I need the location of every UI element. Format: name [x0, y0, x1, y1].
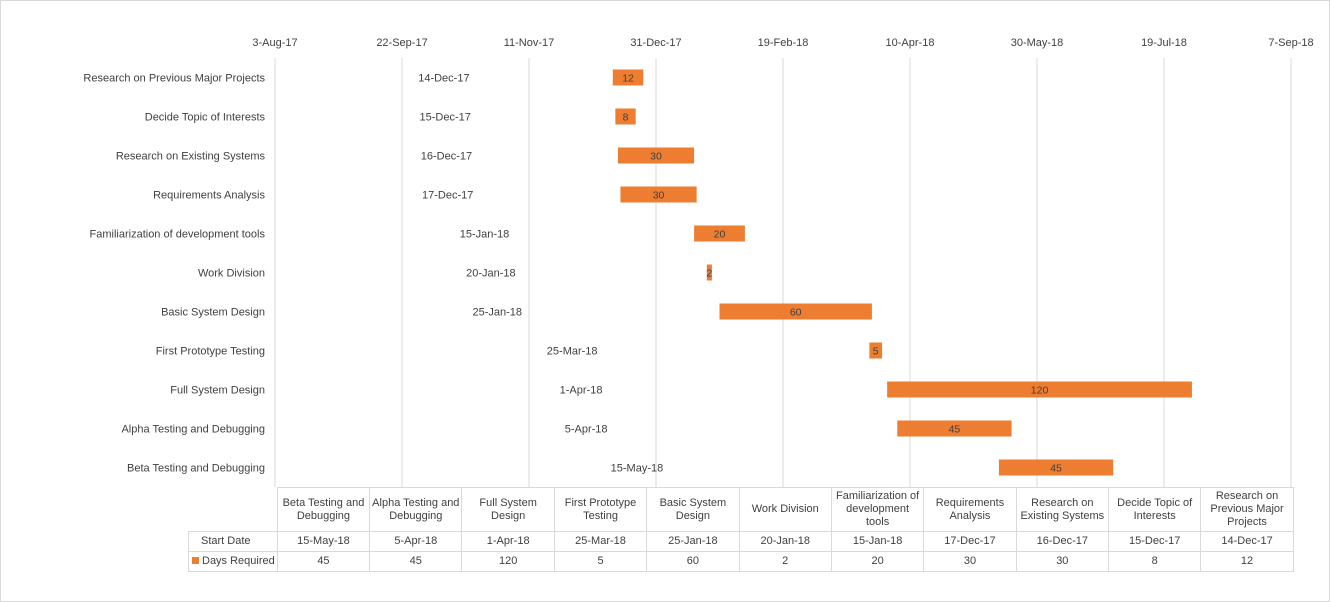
- category-label: Decide Topic of Interests: [145, 112, 266, 124]
- table-cell: 120: [461, 551, 555, 572]
- category-label: Basic System Design: [161, 307, 265, 319]
- table-cell: 45: [369, 551, 463, 572]
- duration-label: 12: [622, 73, 634, 85]
- table-cell: 20: [830, 551, 925, 572]
- table-column-header: Familiarization of development tools: [830, 487, 925, 532]
- x-tick-label: 19-Feb-18: [758, 37, 809, 49]
- start-date-label: 15-Dec-17: [420, 112, 471, 124]
- table-column-header: Basic System Design: [646, 487, 740, 532]
- start-date-label: 5-Apr-18: [565, 424, 608, 436]
- table-cell: 5-Apr-18: [369, 531, 463, 552]
- category-label: Alpha Testing and Debugging: [121, 424, 265, 436]
- table-cell: 14-Dec-17: [1200, 531, 1294, 552]
- category-label: Full System Design: [170, 385, 265, 397]
- table-row-header: Start Date: [188, 531, 278, 552]
- x-tick-label: 7-Sep-18: [1268, 37, 1313, 49]
- table-column-header: Alpha Testing and Debugging: [369, 487, 463, 532]
- category-label: Research on Existing Systems: [116, 151, 266, 163]
- category-label: Research on Previous Major Projects: [83, 73, 265, 85]
- duration-bar: [706, 264, 712, 281]
- start-date-label: 15-Jan-18: [460, 229, 510, 241]
- duration-label: 120: [1031, 385, 1049, 397]
- table-cell: 60: [646, 551, 740, 572]
- table-column-header: Beta Testing and Debugging: [276, 487, 371, 532]
- x-tick-label: 31-Dec-17: [630, 37, 681, 49]
- table-cell: 1-Apr-18: [461, 531, 555, 552]
- category-label: Beta Testing and Debugging: [127, 463, 265, 475]
- duration-bar: [694, 225, 745, 242]
- x-tick-label: 10-Apr-18: [886, 37, 935, 49]
- table-cell: 5: [553, 551, 648, 572]
- table-cell: 16-Dec-17: [1015, 531, 1110, 552]
- duration-label: 30: [650, 151, 662, 163]
- duration-label: 30: [653, 190, 665, 202]
- table-cell: 45: [276, 551, 371, 572]
- table-cell: 25-Mar-18: [553, 531, 648, 552]
- category-label: Requirements Analysis: [153, 190, 265, 202]
- duration-bar: [617, 147, 695, 164]
- duration-bar: [998, 459, 1114, 476]
- table-corner: [189, 488, 278, 532]
- x-tick-label: 11-Nov-17: [504, 37, 555, 49]
- table-cell: 2: [738, 551, 832, 572]
- table-cell: 15-May-18: [276, 531, 371, 552]
- table-cell: 17-Dec-17: [923, 531, 1017, 552]
- legend-key-icon: [192, 556, 199, 564]
- table-column-header: Research on Existing Systems: [1015, 487, 1110, 532]
- start-date-label: 17-Dec-17: [422, 190, 473, 202]
- category-label: Familiarization of development tools: [90, 229, 266, 241]
- table-column-header: Requirements Analysis: [923, 487, 1017, 532]
- table-cell: 15-Dec-17: [1107, 531, 1202, 552]
- table-cell: 25-Jan-18: [646, 531, 740, 552]
- chart-data-table: Beta Testing and Debugging Alpha Testing …: [188, 487, 1294, 572]
- table-column-header: Full System Design: [461, 487, 555, 532]
- table-cell: 12: [1200, 551, 1294, 572]
- category-label: Work Division: [198, 268, 265, 280]
- table-column-header: Research on Previous Major Projects: [1200, 487, 1294, 532]
- duration-label: 45: [1050, 463, 1062, 475]
- table-column-header: First Prototype Testing: [553, 487, 648, 532]
- x-tick-label: 22-Sep-17: [376, 37, 427, 49]
- start-date-label: 25-Jan-18: [472, 307, 522, 319]
- table-cell: 8: [1107, 551, 1202, 572]
- table-column-header: Work Division: [738, 487, 832, 532]
- category-label: First Prototype Testing: [156, 346, 265, 358]
- table-cell: 30: [923, 551, 1017, 572]
- duration-bar: [887, 381, 1192, 398]
- x-tick-label: 30-May-18: [1011, 37, 1064, 49]
- duration-label: 20: [714, 229, 726, 241]
- duration-bar: [869, 342, 883, 359]
- duration-bar: [612, 69, 644, 86]
- x-tick-label: 19-Jul-18: [1141, 37, 1187, 49]
- table-column-header: Decide Topic of Interests: [1107, 487, 1202, 532]
- start-date-label: 20-Jan-18: [466, 268, 516, 280]
- duration-label: 5: [873, 346, 879, 358]
- table-row-header: Days Required: [188, 551, 278, 572]
- duration-label: 45: [949, 424, 961, 436]
- table-cell: 20-Jan-18: [738, 531, 832, 552]
- x-tick-label: 3-Aug-17: [252, 37, 297, 49]
- start-date-label: 15-May-18: [611, 463, 664, 475]
- duration-bar: [897, 420, 1012, 437]
- start-date-label: 1-Apr-18: [560, 385, 603, 397]
- start-date-label: 16-Dec-17: [421, 151, 472, 163]
- duration-label: 60: [790, 307, 802, 319]
- duration-bar: [719, 303, 872, 320]
- duration-bar: [615, 108, 636, 125]
- start-date-label: 14-Dec-17: [418, 73, 469, 85]
- table-cell: 30: [1015, 551, 1110, 572]
- duration-label: 8: [623, 112, 629, 124]
- duration-label: 2: [706, 268, 712, 280]
- start-date-label: 25-Mar-18: [547, 346, 598, 358]
- duration-bar: [620, 186, 697, 203]
- table-cell: 15-Jan-18: [830, 531, 925, 552]
